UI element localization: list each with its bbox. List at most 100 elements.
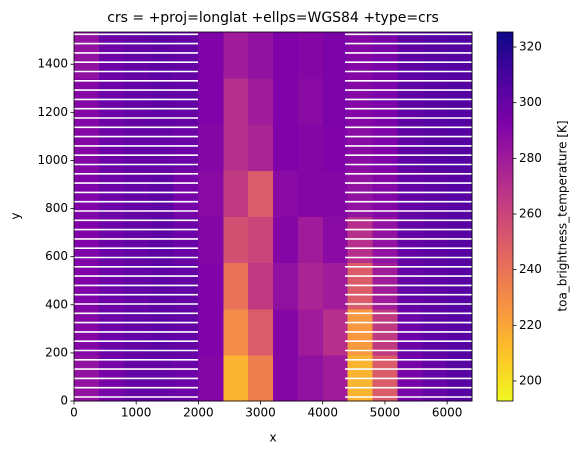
heat-cell — [74, 78, 100, 125]
heat-cell — [148, 170, 175, 218]
heat-cell — [198, 78, 224, 125]
heat-cell — [297, 78, 324, 125]
heat-cell — [123, 124, 150, 171]
y-tick-label: 1400 — [37, 57, 68, 71]
heat-cell — [223, 216, 249, 264]
heat-cell — [322, 170, 349, 218]
heat-cell — [223, 32, 249, 79]
heat-cell — [248, 124, 274, 171]
heat-cell — [98, 124, 125, 171]
heat-cell — [297, 216, 324, 264]
heat-cell — [123, 78, 150, 125]
heat-cell — [273, 308, 299, 356]
colorbar-tick-label: 200 — [519, 373, 542, 387]
heat-cell — [347, 78, 374, 125]
heat-cell — [447, 170, 473, 218]
heat-cell — [273, 262, 299, 310]
heat-cell — [372, 216, 398, 264]
heat-cell — [148, 124, 175, 171]
heat-cell — [198, 262, 224, 310]
heat-cell — [347, 124, 374, 171]
y-tick-label: 400 — [45, 297, 68, 311]
heat-cell — [297, 262, 324, 310]
colorbar-label: toa_brightness_temperature [K] — [556, 120, 570, 311]
heat-cell — [347, 170, 374, 218]
x-tick-label: 3000 — [245, 406, 276, 420]
chart-title: crs = +proj=longlat +ellps=WGS84 +type=c… — [107, 10, 439, 26]
y-tick-label: 800 — [45, 201, 68, 215]
heat-cell — [173, 124, 199, 171]
x-tick-label: 4000 — [307, 406, 338, 420]
heat-cell — [322, 262, 349, 310]
heat-cell — [422, 124, 448, 171]
heat-cell — [297, 354, 324, 402]
colorbar — [496, 31, 514, 402]
heat-cell — [74, 170, 100, 218]
heat-cell — [397, 124, 423, 171]
heat-cell — [223, 308, 249, 356]
heat-cell — [322, 78, 349, 125]
heat-cell — [322, 308, 349, 356]
heat-cell — [248, 216, 274, 264]
heat-cell — [447, 124, 473, 171]
y-tick-label: 1000 — [37, 153, 68, 167]
heat-cell — [397, 78, 423, 125]
heat-cell — [372, 78, 398, 125]
heat-cell — [198, 308, 224, 356]
heat-cell — [98, 216, 125, 264]
heat-cell — [223, 124, 249, 171]
heat-cell — [422, 170, 448, 218]
heat-cell — [447, 216, 473, 264]
heat-cell — [223, 262, 249, 310]
heat-cell — [74, 216, 100, 264]
x-tick-label: 1000 — [121, 406, 152, 420]
heat-cell — [273, 124, 299, 171]
x-tick-label: 0 — [70, 406, 78, 420]
heat-cell — [223, 354, 249, 402]
colorbar-tick-label: 260 — [519, 206, 542, 220]
heat-cell — [322, 124, 349, 171]
heat-cell — [372, 170, 398, 218]
heat-cell — [248, 32, 274, 79]
colorbar-tick-label: 300 — [519, 95, 542, 109]
heat-cell — [74, 124, 100, 171]
heat-cell — [273, 354, 299, 402]
y-tick-label: 1200 — [37, 105, 68, 119]
heat-cell — [248, 78, 274, 125]
heat-cell — [198, 354, 224, 402]
heat-cell — [123, 216, 150, 264]
heat-cell — [173, 216, 199, 264]
heat-cell — [422, 78, 448, 125]
heat-cell — [148, 216, 175, 264]
heat-cell — [273, 32, 299, 79]
heat-cell — [273, 170, 299, 218]
heat-cell — [198, 216, 224, 264]
heat-cell — [297, 124, 324, 171]
heat-cell — [397, 170, 423, 218]
heat-cell — [248, 354, 274, 402]
heat-cell — [372, 124, 398, 171]
x-tick-label: 6000 — [432, 406, 463, 420]
heat-cell — [248, 170, 274, 218]
heat-cell — [198, 32, 224, 79]
heat-cell — [273, 216, 299, 264]
plot-frame — [73, 31, 473, 402]
heat-cell — [322, 32, 349, 79]
heat-cell — [297, 308, 324, 356]
heat-cell — [447, 78, 473, 125]
heat-cell — [123, 170, 150, 218]
heat-cell — [322, 354, 349, 402]
x-axis-label: x — [269, 431, 276, 445]
y-tick-label: 600 — [45, 249, 68, 263]
heat-cell — [248, 308, 274, 356]
colorbar-tick-label: 320 — [519, 40, 542, 54]
heat-cell — [198, 170, 224, 218]
x-tick-label: 5000 — [370, 406, 401, 420]
heat-cell — [148, 78, 175, 125]
heat-cell — [173, 78, 199, 125]
heat-cell — [223, 170, 249, 218]
heat-cell — [273, 78, 299, 125]
y-tick-label: 200 — [45, 345, 68, 359]
